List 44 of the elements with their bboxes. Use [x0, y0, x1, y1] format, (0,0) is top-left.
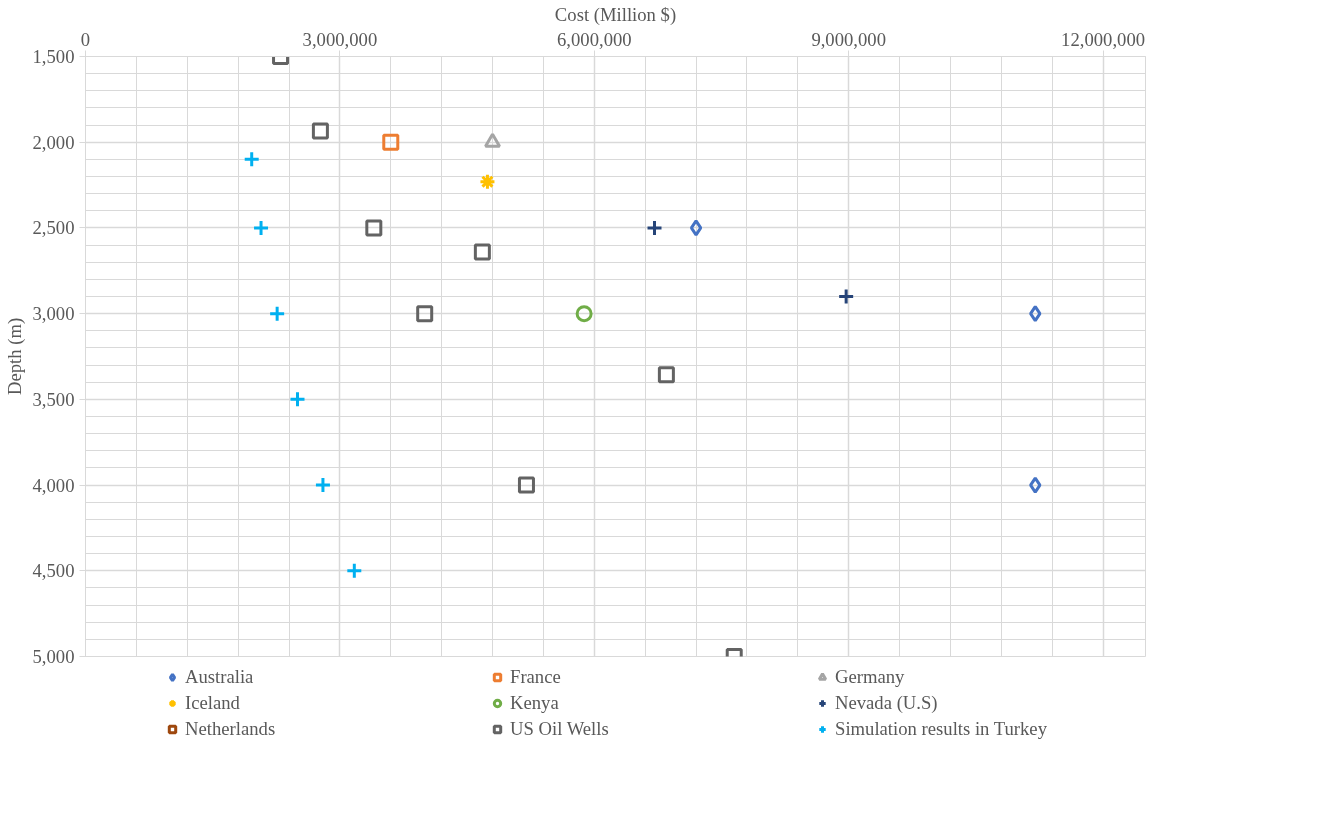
y-axis-title: Depth (m)	[3, 317, 26, 396]
y-tick-label: 3,500	[32, 388, 75, 410]
legend-label: France	[510, 666, 562, 688]
point	[1029, 305, 1042, 323]
point	[382, 133, 400, 151]
legend-label: Nevada (U.S)	[835, 692, 939, 714]
x-tick-label: 0	[80, 28, 91, 50]
x-tick-label: 3,000,000	[302, 28, 378, 50]
point	[289, 390, 306, 408]
point	[365, 219, 383, 237]
y-tick-label: 1,500	[32, 46, 75, 67]
legend-label: Germany	[835, 666, 906, 688]
point	[646, 219, 664, 237]
point	[416, 305, 434, 323]
point	[314, 476, 332, 494]
x-tick-label: 6,000,000	[556, 28, 632, 50]
legend-label: Kenya	[510, 692, 560, 714]
legend-label: Iceland	[185, 692, 241, 714]
point	[689, 219, 703, 237]
y-tick-label: 4,500	[32, 560, 75, 582]
y-tick-label: 2,500	[32, 217, 75, 239]
legend-label: Simulation results in Turkey	[835, 718, 1048, 740]
point	[575, 305, 593, 323]
point	[345, 562, 363, 580]
legend-label: Australia	[185, 666, 255, 688]
y-tick-label: 3,000	[32, 303, 75, 325]
point	[252, 219, 270, 237]
point	[517, 476, 535, 494]
legend-label: US Oil Wells	[510, 718, 610, 740]
point	[473, 243, 491, 261]
legend-label: Netherlands	[185, 718, 277, 740]
y-tick-label: 2,000	[32, 131, 75, 153]
y-tick-label: 5,000	[32, 646, 75, 667]
x-tick-label: 12,000,000	[1061, 28, 1146, 50]
point	[311, 122, 329, 140]
point	[268, 305, 286, 323]
point	[657, 366, 675, 384]
x-tick-label: 9,000,000	[811, 28, 887, 50]
point	[837, 288, 855, 305]
point	[243, 150, 261, 168]
point	[1029, 476, 1042, 494]
point	[478, 173, 496, 191]
x-axis-title: Cost (Million $)	[554, 3, 677, 26]
y-tick-label: 4,000	[32, 474, 75, 496]
